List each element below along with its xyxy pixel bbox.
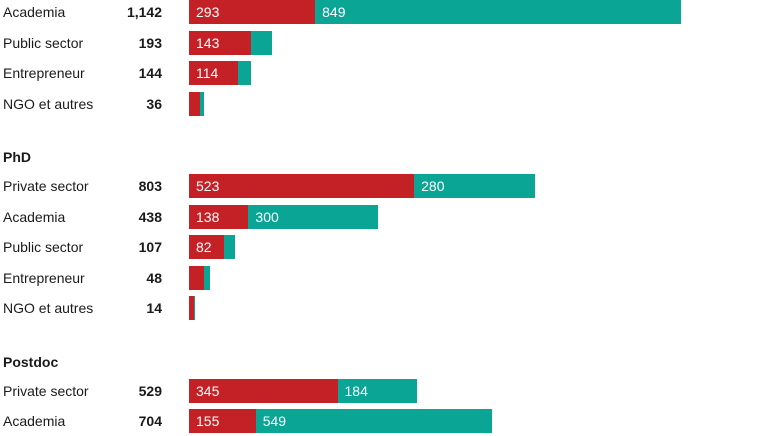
bar-segment-a [189,296,194,320]
bar-segment-a: 82 [189,235,225,259]
total-value: 107 [138,239,162,255]
bar-segment-a: 114 [189,61,239,85]
category-label: Academia [3,4,66,20]
bar-segment-b [200,91,205,116]
bar-row: Private sector 529 345 184 [0,376,768,406]
bar-segment-b: 280 [414,174,535,198]
total-value: 14 [146,300,162,316]
bar-segment-b [250,30,273,55]
category-label: Entrepreneur [3,65,85,81]
bar-segment-a: 293 [189,0,316,24]
total-value: 803 [138,178,162,194]
bar-segment-b: 300 [248,204,378,229]
segment-b-label: 184 [344,382,368,399]
total-value: 48 [146,269,162,286]
segment-b-label: 849 [322,4,346,20]
category-label: Private sector [3,178,89,194]
bar-segment-b [224,235,236,259]
category-label: Academia [3,413,66,429]
category-label: Entrepreneur [3,269,85,286]
bar-segment-b [204,265,210,290]
category-label: Private sector [3,382,89,399]
bar-segment-a [189,91,201,116]
segment-a-label: 143 [196,34,220,51]
total-value: 36 [146,95,162,112]
total-value: 1,142 [126,4,162,20]
total-value: 144 [138,65,162,81]
bar-segment-b [238,61,251,85]
category-label: NGO et autres [3,300,94,316]
total-value: 529 [138,382,162,399]
bar-segment-b: 849 [315,0,681,24]
bar-segment-a: 345 [189,378,338,403]
segment-a-label: 138 [196,208,220,225]
bar-segment-a: 143 [189,30,251,55]
segment-a-label: 345 [196,382,220,399]
category-label: NGO et autres [3,95,94,112]
bar-row: Private sector 803 523 280 [0,171,768,201]
segment-a-label: 293 [196,4,220,20]
bar-segment-a: 138 [189,204,249,229]
total-value: 193 [138,34,162,51]
bar-row: Public sector 193 143 [0,28,768,58]
bar-row: Academia 438 138 300 [0,202,768,232]
segment-a-label: 155 [196,413,220,429]
group-title: PhD [3,149,31,165]
bar-segment-b: 184 [337,378,417,403]
group-title: Postdoc [3,353,59,370]
category-label: Public sector [3,239,84,255]
bar-row: Entrepreneur 144 114 [0,58,768,88]
total-value: 704 [138,413,162,429]
category-label: Public sector [3,34,84,51]
segment-a-label: 114 [196,65,219,81]
segment-b-label: 549 [262,413,287,429]
category-label: Academia [3,208,66,225]
segment-a-label: 82 [196,239,212,255]
segment-b-label: 300 [255,208,279,225]
bar-segment-a: 155 [189,409,256,433]
bar-row: NGO et autres 14 [0,293,768,323]
bar-row: NGO et autres 36 [0,89,768,119]
total-value: 438 [138,208,162,225]
bar-segment-a: 523 [189,174,415,198]
segment-a-label: 523 [196,178,220,194]
bar-row: Academia 704 155 549 [0,406,768,436]
bar-row: Public sector 107 82 [0,232,768,262]
bar-segment-a [189,265,205,290]
bar-row: Entrepreneur 48 [0,263,768,293]
segment-b-label: 280 [421,178,445,194]
bar-segment-b: 549 [255,409,493,433]
bar-row: Academia 1,142 293 849 [0,0,768,27]
bar-segment-b [193,296,196,320]
